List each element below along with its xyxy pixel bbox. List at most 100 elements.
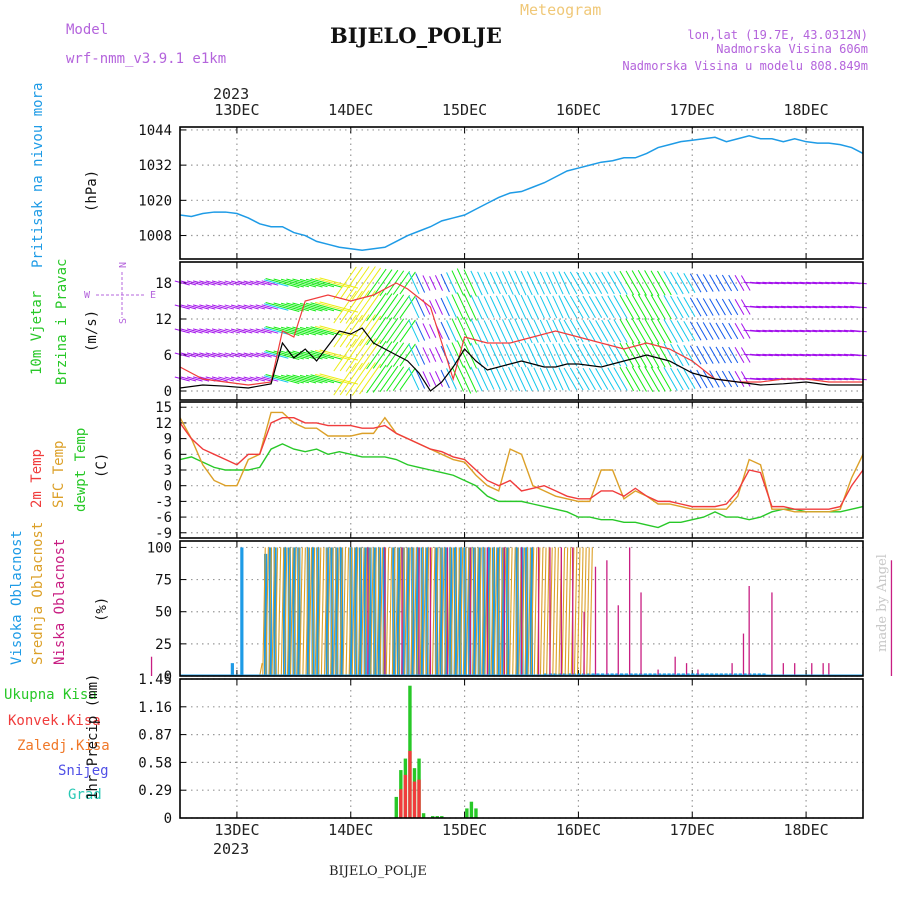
wind-arrow (440, 321, 450, 341)
wind-arrow (805, 305, 824, 309)
cloud-mid-bar (305, 547, 310, 677)
wind-arrow (249, 376, 266, 382)
cloud-mid-bar (274, 547, 279, 677)
wind-arrow (366, 268, 387, 298)
cloud-mid-bar (296, 547, 300, 677)
y-tick-label: 0 (164, 384, 172, 400)
cloud-high-bar (240, 547, 244, 676)
y-tick-label: -3 (155, 494, 172, 510)
wind-arrow (366, 316, 387, 346)
wind-arrow (379, 293, 399, 321)
wind-arrow (613, 295, 628, 319)
wind-arrow (657, 318, 672, 344)
wind-arrow (843, 377, 861, 381)
cloud-mid-bar (283, 547, 288, 677)
wind-arrow (774, 305, 792, 309)
panel-background (180, 679, 863, 818)
wind-arrow (787, 281, 805, 285)
cloud-high-bar (306, 547, 310, 676)
y-tick-label: 0 (164, 479, 172, 495)
wind-arrow (663, 271, 678, 295)
cloud-mid-bar (289, 547, 294, 677)
y-tick-label: 0 (164, 811, 172, 827)
wind-arrow (558, 271, 571, 295)
wind-arrow (601, 295, 615, 319)
wind-arrow (174, 376, 190, 382)
wind-arrow (768, 329, 786, 333)
cloud-mid-bar (527, 547, 532, 677)
wind-arrow (650, 318, 666, 344)
cloud-mid-bar (435, 547, 439, 677)
wind-arrow (552, 343, 564, 367)
wind-arrow (546, 319, 558, 343)
wind-arrow (502, 271, 514, 295)
wind-arrow (299, 350, 328, 360)
cloud-mid-bar (573, 547, 578, 677)
temp-unit: (C) (94, 453, 110, 478)
wind-arrow (199, 280, 216, 286)
wind-arrow (314, 301, 351, 313)
panel-frame (179, 126, 864, 260)
wind-arrow (265, 302, 300, 312)
precip-total-bar (421, 813, 426, 818)
cloud-high-bar (273, 547, 277, 676)
wind-arrow (670, 319, 684, 343)
model-label: Model (66, 22, 108, 38)
wind-arrow (749, 377, 767, 381)
wind-arrow (702, 370, 714, 388)
wind-arrow (613, 271, 628, 295)
wind-arrow (273, 350, 304, 360)
cloud-mid-bar (376, 547, 380, 677)
cloud-mid-bar (299, 547, 303, 677)
y-tick-label: 15 (155, 400, 172, 416)
wind-arrow (237, 280, 253, 286)
wind-speed-line (179, 327, 863, 392)
wind-arrow (211, 304, 228, 310)
cloud-mid-bar (373, 547, 377, 677)
wind-arrow (386, 366, 405, 392)
cloud-mid-bar (542, 547, 547, 677)
cloud-mid-bar (539, 547, 544, 677)
wind-arrow (696, 297, 708, 317)
wind-arrow (299, 326, 328, 336)
wind-arrow (249, 352, 266, 358)
wind-arrow (696, 369, 708, 389)
panel-frame (179, 401, 864, 539)
wind-arrow (508, 294, 521, 320)
wind-arrow (451, 318, 465, 344)
wind-arrow (456, 340, 472, 370)
cloud-mid-bar (509, 547, 513, 677)
wind-arrow (456, 268, 472, 298)
wind-arrow (631, 318, 647, 344)
cloud-mid-bar (357, 547, 362, 677)
cloud-high-bar (287, 547, 291, 676)
wind-arrow (483, 296, 495, 318)
wind-arrow (650, 294, 666, 320)
wind-arrow (399, 319, 416, 343)
wind-arrow (261, 352, 279, 358)
wind-arrow (392, 343, 410, 367)
wind-arrow (762, 281, 780, 285)
wind-arrow (558, 295, 571, 319)
cloud-mid-bar (546, 547, 550, 677)
wind-arrow (263, 327, 289, 335)
wind-arrow (186, 328, 203, 334)
wind-arrow (489, 319, 501, 343)
wind-arrow (451, 342, 465, 368)
wind-arrow (657, 270, 672, 296)
cloud-high-bar (363, 547, 367, 676)
cloud-high-bar (349, 547, 353, 676)
wind-arrow (305, 374, 335, 384)
wind-arrow (563, 367, 578, 391)
wind-arrow (670, 271, 684, 295)
wind-arrow (392, 295, 410, 319)
wind-arrow (415, 345, 426, 365)
wind-arrow (582, 319, 596, 343)
wind-arrow (299, 374, 328, 384)
wind-arrow (339, 314, 363, 348)
wind-arrow (825, 353, 842, 357)
wind-arrow (818, 281, 836, 285)
wind-arrow (793, 329, 811, 333)
wind-arrow (399, 271, 416, 295)
wind-arrow (477, 367, 489, 391)
